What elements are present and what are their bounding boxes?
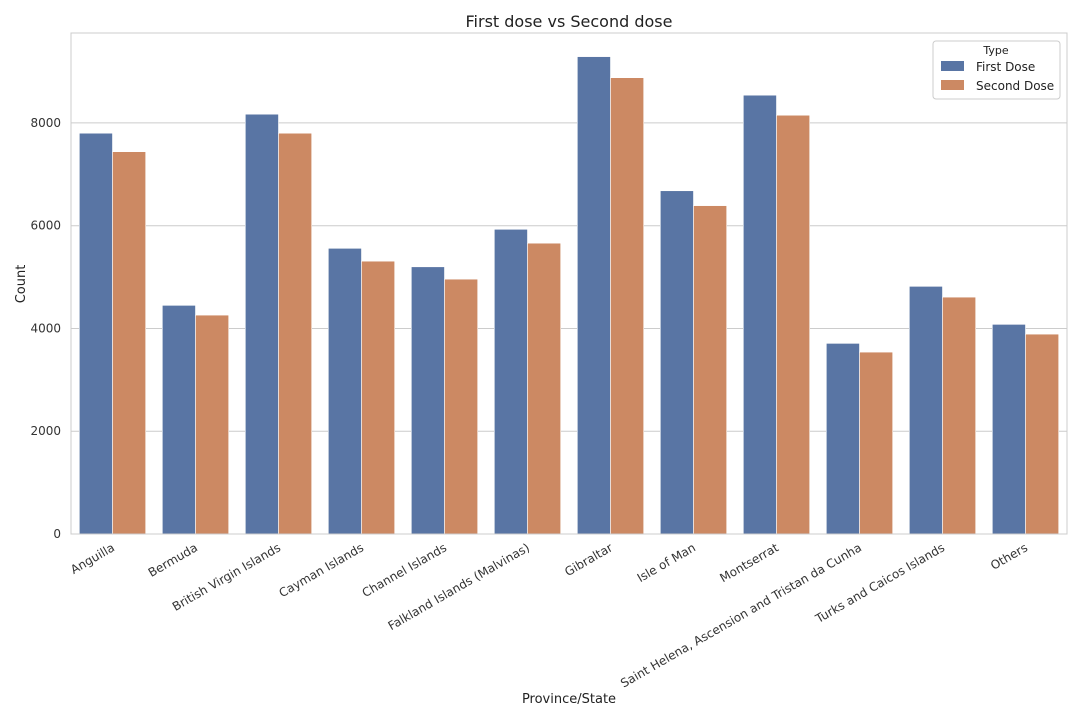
legend-title: Type <box>982 44 1008 57</box>
legend-swatch-second-dose <box>941 80 964 90</box>
y-tick-label-6000: 6000 <box>30 219 61 233</box>
bar-first-dose-gibraltar <box>576 56 611 535</box>
x-tick-label-falkland-islands-malvinas: Falkland Islands (Malvinas) <box>386 540 532 633</box>
bars <box>79 56 1060 535</box>
bar-first-dose-montserrat <box>742 94 777 535</box>
bar-first-dose-turks-and-caicos-islands <box>908 286 943 535</box>
legend-box <box>932 40 1061 100</box>
bar-first-dose-channel-islands <box>410 266 445 535</box>
bar-second-dose-anguilla <box>112 151 147 535</box>
bar-first-dose-cayman-islands <box>327 248 362 535</box>
x-tick-label-turks-and-caicos-islands: Turks and Caicos Islands <box>812 540 947 626</box>
bar-second-dose-channel-islands <box>444 278 479 535</box>
x-axis-label: Province/State <box>522 692 616 707</box>
y-tick-label-8000: 8000 <box>30 116 61 130</box>
x-tick-label-montserrat: Montserrat <box>717 540 781 585</box>
bar-second-dose-bermuda <box>195 314 230 535</box>
x-tick-label-others: Others <box>988 540 1030 572</box>
y-tick-label-4000: 4000 <box>30 321 61 335</box>
x-tick-label-anguilla: Anguilla <box>68 540 117 576</box>
bar-second-dose-others <box>1025 333 1060 535</box>
x-tick-label-gibraltar: Gibraltar <box>562 540 615 579</box>
bar-first-dose-isle-of-man <box>659 190 694 535</box>
x-tick-label-isle-of-man: Isle of Man <box>635 540 698 585</box>
bar-second-dose-british-virgin-islands <box>278 132 313 535</box>
bar-second-dose-cayman-islands <box>361 260 396 535</box>
x-tick-label-cayman-islands: Cayman Islands <box>277 540 366 600</box>
legend-label-first-dose: First Dose <box>976 60 1035 74</box>
plot-frame <box>70 32 1068 535</box>
y-tick-label-0: 0 <box>53 527 61 541</box>
x-tick-label-bermuda: Bermuda <box>146 540 200 579</box>
bar-second-dose-saint-helena-ascension-and-tristan-da-cunha <box>859 351 894 535</box>
y-axis-label: Count <box>14 265 29 304</box>
chart-title: First dose vs Second dose <box>466 12 673 31</box>
bar-second-dose-turks-and-caicos-islands <box>942 296 977 535</box>
bar-first-dose-anguilla <box>79 132 113 535</box>
bar-first-dose-british-virgin-islands <box>245 113 279 535</box>
bar-second-dose-gibraltar <box>610 77 645 535</box>
y-ticks: 0 2000 4000 6000 8000 <box>30 116 61 541</box>
bar-second-dose-falkland-islands-malvinas <box>527 242 562 535</box>
bar-first-dose-others <box>991 324 1026 535</box>
legend-swatch-first-dose <box>941 61 964 71</box>
bar-first-dose-falkland-islands-malvinas <box>493 228 528 535</box>
y-tick-label-2000: 2000 <box>30 424 61 438</box>
legend-label-second-dose: Second Dose <box>976 79 1054 93</box>
bar-second-dose-isle-of-man <box>693 205 728 535</box>
legend: Type First Dose Second Dose <box>932 40 1061 100</box>
bar-second-dose-montserrat <box>776 114 811 535</box>
bar-first-dose-bermuda <box>162 305 196 535</box>
bar-first-dose-saint-helena-ascension-and-tristan-da-cunha <box>825 343 860 535</box>
